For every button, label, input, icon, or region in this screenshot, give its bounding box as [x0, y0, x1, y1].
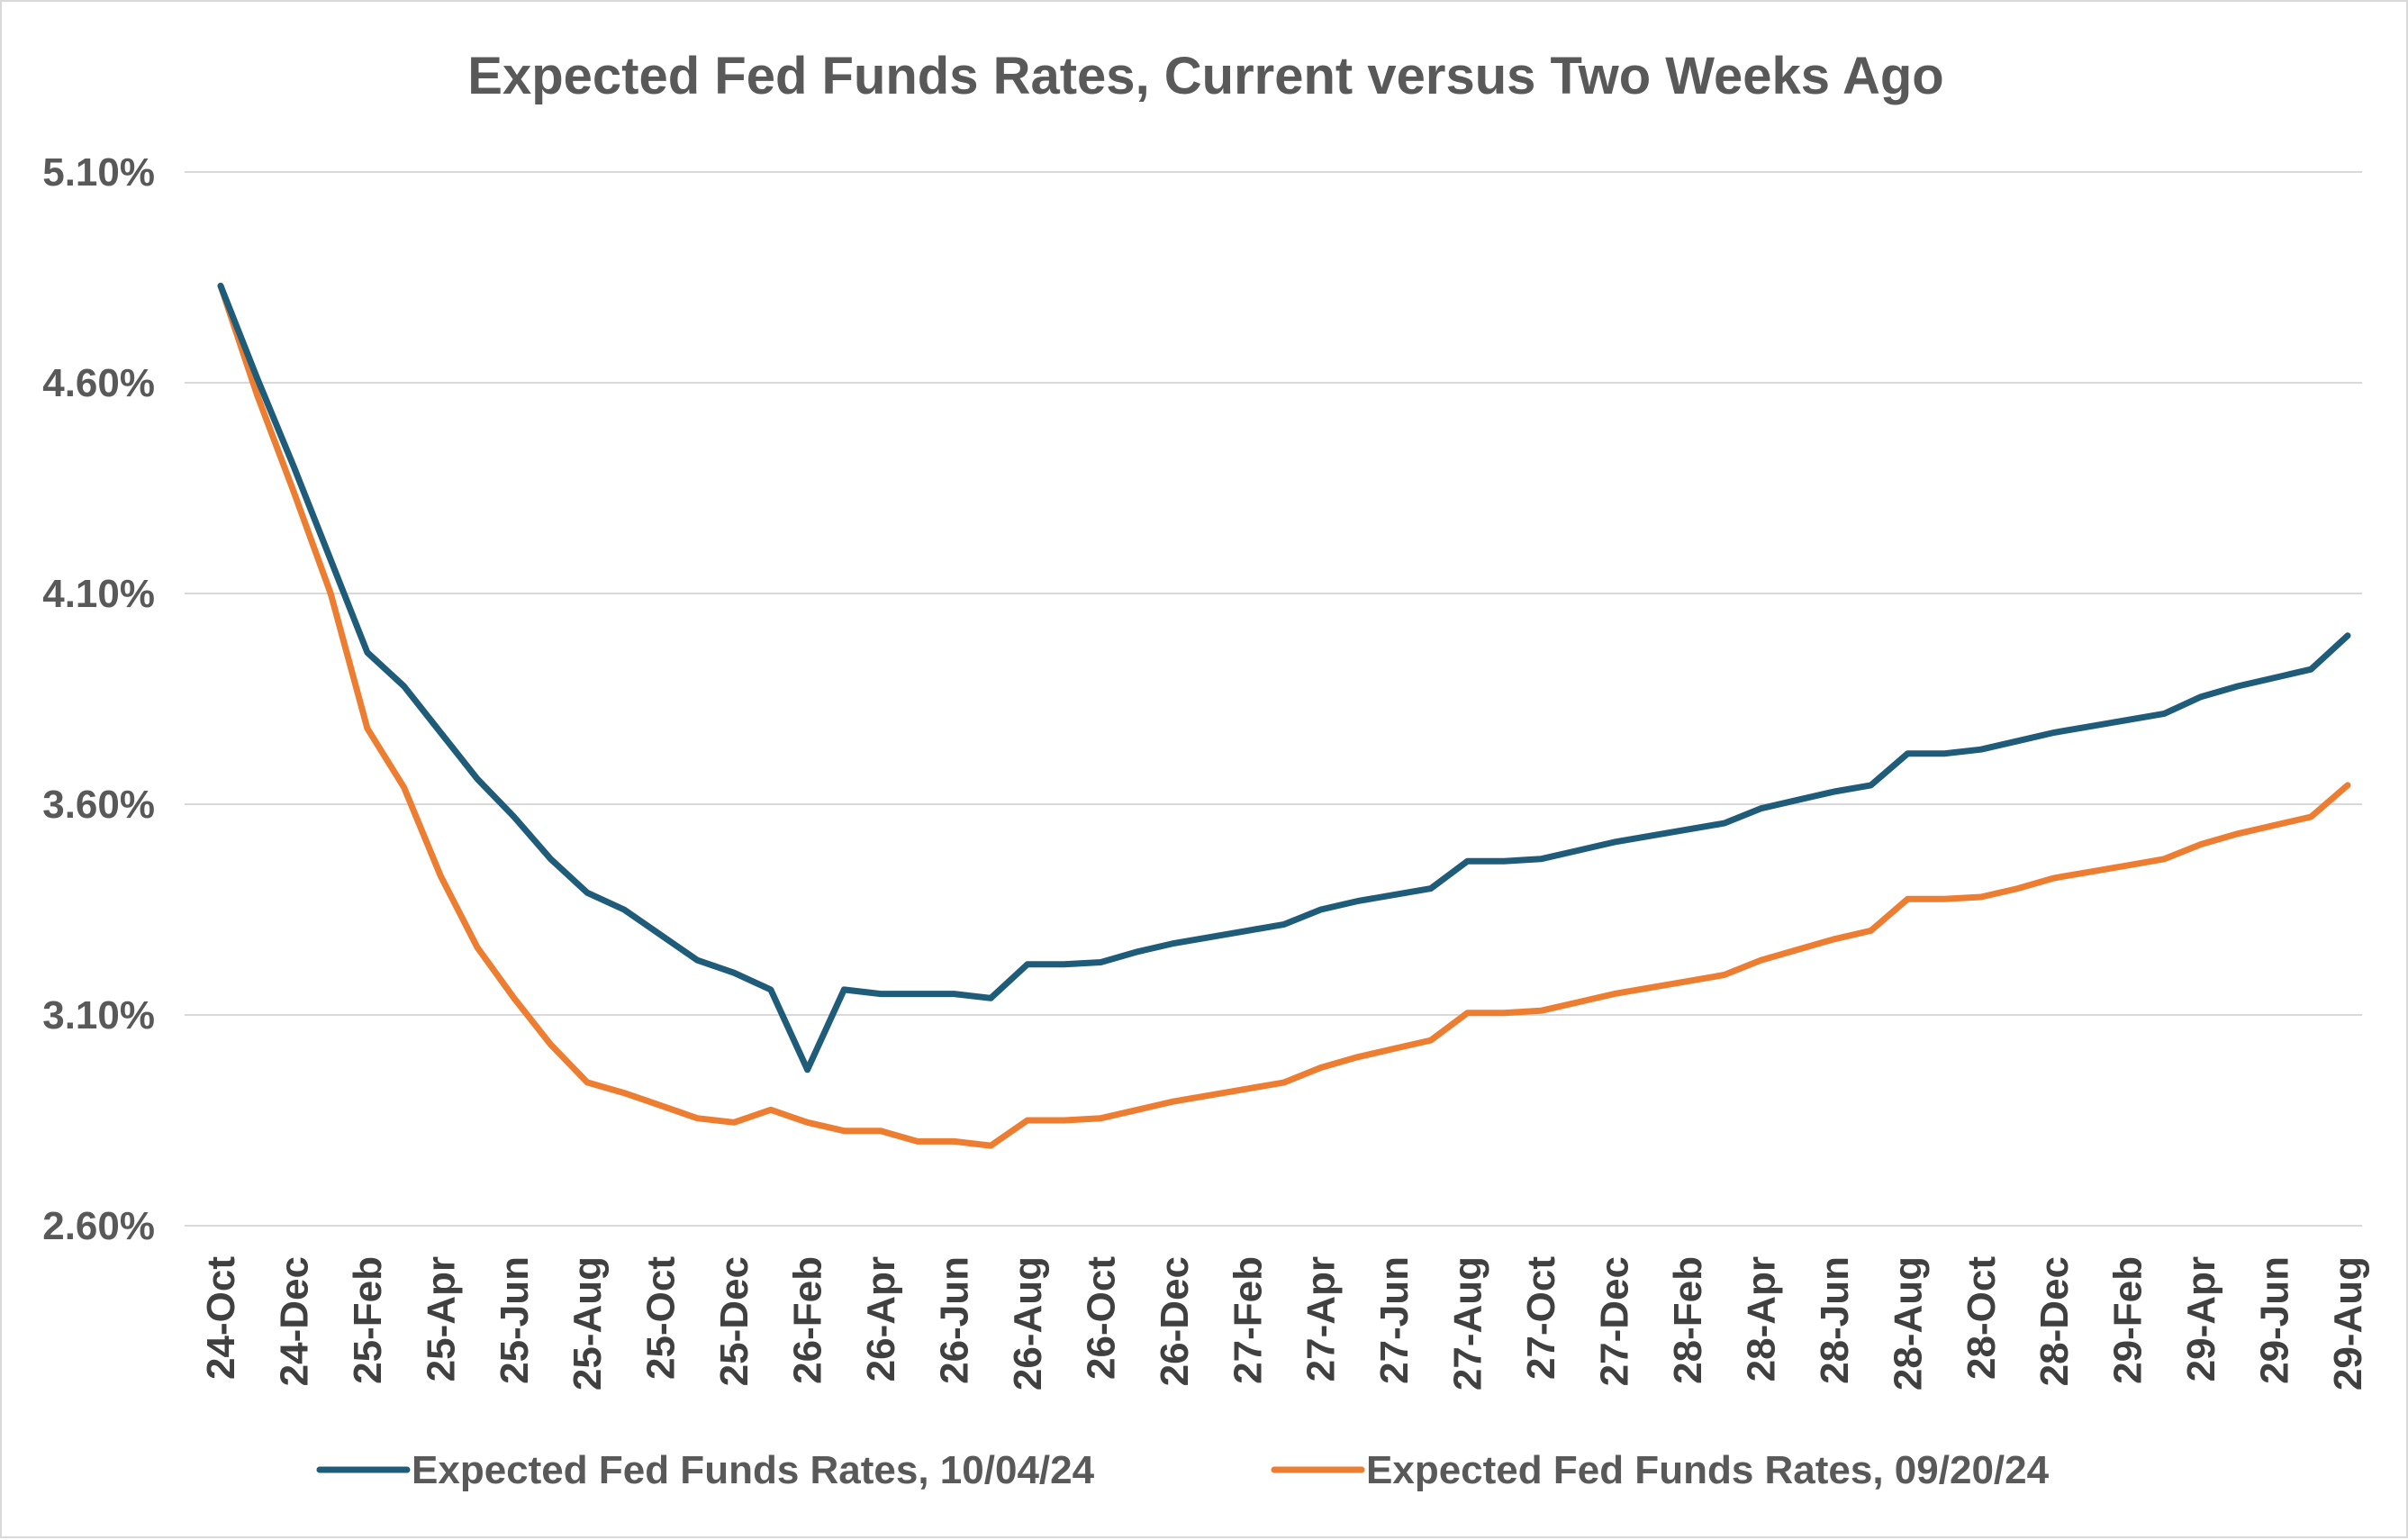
x-tick-label: 28-Feb — [1666, 1256, 1710, 1384]
x-tick-label: 25-Dec — [712, 1256, 756, 1386]
series-lines — [217, 282, 2351, 1149]
legend-label-1: Expected Fed Funds Rates, 10/04/24 — [412, 1448, 1095, 1492]
y-tick-label: 3.60% — [42, 783, 155, 827]
legend: Expected Fed Funds Rates, 10/04/24 Expect… — [316, 1448, 2050, 1492]
x-tick-label: 26-Feb — [786, 1256, 830, 1384]
series-line-2 — [217, 282, 2351, 1149]
x-tick-label: 28-Oct — [1960, 1256, 2004, 1380]
x-tick-label: 27-Dec — [1593, 1256, 1637, 1386]
x-tick-label: 27-Apr — [1299, 1256, 1344, 1381]
y-tick-label: 2.60% — [42, 1204, 155, 1248]
x-tick-label: 25-Jun — [493, 1256, 537, 1384]
x-tick-label: 29-Apr — [2179, 1256, 2223, 1381]
x-tick-label: 25-Oct — [639, 1256, 683, 1380]
x-tick-label: 27-Jun — [1372, 1256, 1417, 1384]
x-tick-label: 29-Feb — [2106, 1256, 2150, 1384]
y-tick-label: 4.60% — [42, 361, 155, 405]
x-tick-label: 26-Apr — [859, 1256, 903, 1381]
series-line-1 — [217, 282, 2351, 1073]
legend-label-2: Expected Fed Funds Rates, 09/20/24 — [1366, 1448, 2050, 1492]
y-axis-tick-labels: 5.10% 4.60% 4.10% 3.60% 3.10% 2.60% — [42, 150, 155, 1248]
x-tick-label: 27-Oct — [1519, 1256, 1563, 1380]
x-tick-label: 25-Aug — [566, 1256, 610, 1391]
x-tick-label: 29-Jun — [2253, 1256, 2297, 1384]
x-tick-label: 26-Aug — [1006, 1256, 1050, 1391]
x-tick-label: 28-Jun — [1813, 1256, 1857, 1384]
x-tick-label: 25-Feb — [346, 1256, 390, 1384]
x-tick-label: 26-Oct — [1079, 1256, 1123, 1380]
x-axis-tick-labels: 24-Oct 24-Dec 25-Feb 25-Apr 25-Jun 25-Aug 25-O… — [199, 1256, 2370, 1391]
gridlines — [185, 171, 2362, 1227]
x-tick-label: 28-Apr — [1739, 1256, 1783, 1381]
x-tick-label: 28-Aug — [1886, 1256, 1930, 1391]
x-tick-label: 25-Apr — [419, 1256, 463, 1381]
x-tick-label: 28-Dec — [2032, 1256, 2077, 1386]
y-tick-label: 3.10% — [42, 993, 155, 1037]
x-tick-label: 27-Aug — [1446, 1256, 1490, 1391]
x-tick-label: 29-Aug — [2326, 1256, 2370, 1391]
y-tick-label: 4.10% — [42, 572, 155, 616]
x-tick-label: 26-Jun — [932, 1256, 976, 1384]
y-tick-label: 5.10% — [42, 150, 155, 195]
x-tick-label: 24-Oct — [199, 1256, 243, 1380]
chart-title: Expected Fed Funds Rates, Current versus… — [467, 47, 1943, 105]
x-tick-label: 27-Feb — [1226, 1256, 1270, 1384]
x-tick-label: 26-Dec — [1153, 1256, 1197, 1386]
x-tick-label: 24-Dec — [272, 1256, 316, 1386]
